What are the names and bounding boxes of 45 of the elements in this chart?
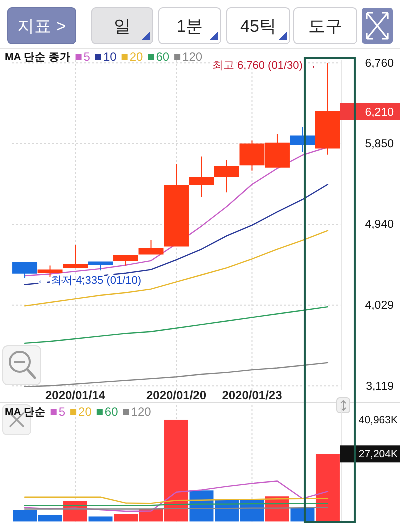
legend-label: 60 xyxy=(156,50,170,64)
candlestick xyxy=(138,240,164,255)
line-series xyxy=(24,362,329,388)
text: 일 xyxy=(114,16,131,36)
candlestick xyxy=(12,262,38,279)
x-tick-label: 2020/01/23 xyxy=(222,388,283,403)
y-tick-label: 5,850 xyxy=(365,138,394,151)
text: 1분 xyxy=(176,16,204,36)
legend-title: MA 단순 xyxy=(5,406,46,419)
y-tick-label: 4,940 xyxy=(365,219,394,232)
x-tick-label: 2020/01/20 xyxy=(146,388,207,403)
x-tick-label: 2020/01/14 xyxy=(45,388,106,403)
candlestick xyxy=(189,156,214,198)
text: 지표 > xyxy=(18,16,66,36)
legend-label: 5 xyxy=(84,50,91,64)
bar xyxy=(88,516,113,522)
legend-label: 5 xyxy=(58,405,66,420)
line-series xyxy=(24,306,329,344)
legend-label: 60 xyxy=(104,405,119,420)
candlestick xyxy=(63,244,88,269)
legend-title: MA 단순 종가 xyxy=(5,52,71,64)
legend-label: 120 xyxy=(182,50,203,64)
line-series xyxy=(24,480,329,512)
legend-label: 20 xyxy=(78,405,92,420)
line-series xyxy=(24,230,329,307)
y-tick-label: 4,029 xyxy=(365,300,394,312)
annotation: 최고 6,760 (01/30) → xyxy=(212,60,317,72)
y-tick-label: 40,963K xyxy=(358,414,398,426)
y-tick-label: 6,760 xyxy=(365,58,394,70)
candlestick xyxy=(114,254,138,266)
legend-label: 10 xyxy=(103,50,118,64)
legend-label: 20 xyxy=(130,50,144,64)
y-tick-label: 3,119 xyxy=(366,380,394,393)
text: 6,210 xyxy=(365,106,394,119)
line-series xyxy=(24,496,329,504)
candlestick xyxy=(214,160,240,194)
y-tick-label: 27,204K xyxy=(358,448,398,461)
text: 45틱 xyxy=(240,16,276,36)
candlestick xyxy=(315,62,340,156)
candlestick xyxy=(164,164,189,247)
bar xyxy=(316,454,340,522)
legend-label: 120 xyxy=(131,405,152,420)
candlestick xyxy=(290,126,316,153)
text: 도구 xyxy=(308,16,342,36)
candlestick xyxy=(88,262,114,272)
